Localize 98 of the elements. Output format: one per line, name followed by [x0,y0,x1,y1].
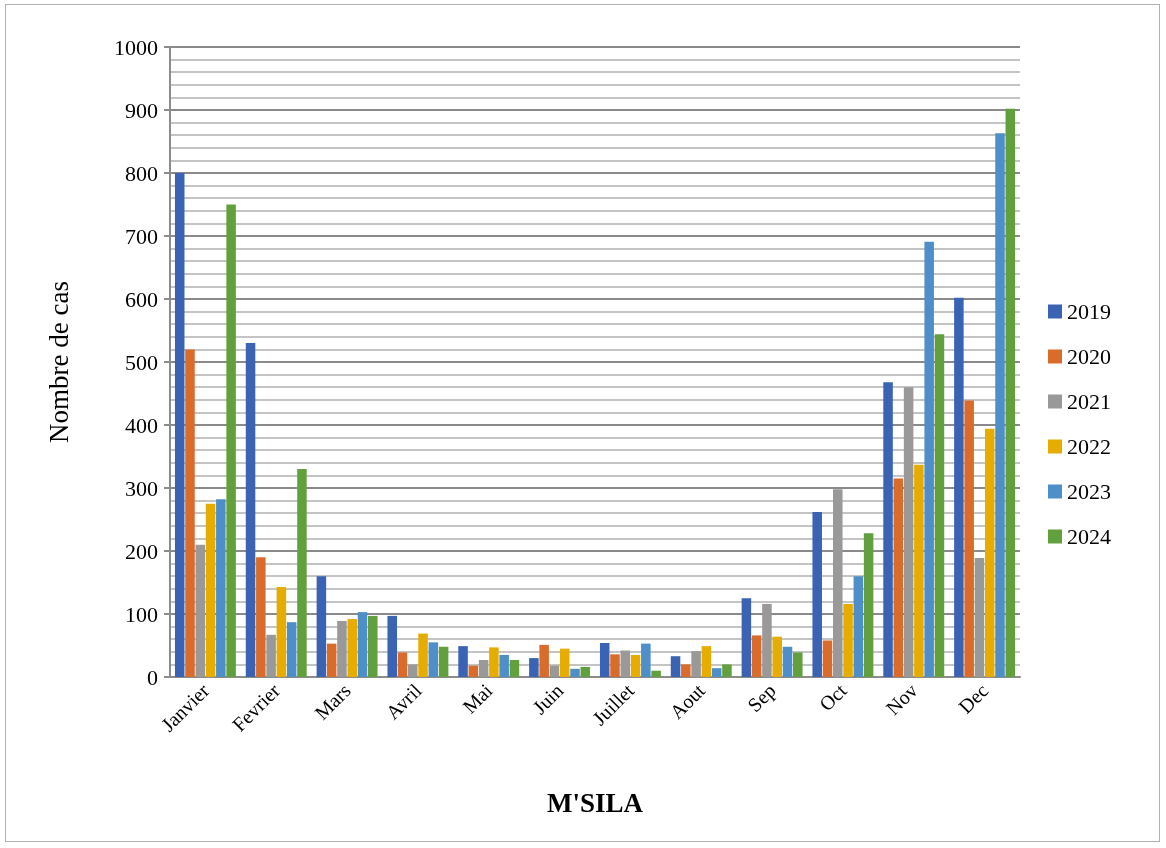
y-tick-label: 200 [125,538,158,564]
bar [995,133,1005,677]
bar [812,511,822,677]
bar [691,651,701,677]
legend-label: 2023 [1067,479,1111,504]
bar [286,622,297,677]
bar [741,598,752,677]
bar [408,664,418,677]
bar [651,670,661,677]
x-axis-title: M'SILA [546,787,644,818]
bar [245,343,256,677]
bar [843,603,853,677]
bar [297,469,307,677]
bar [387,615,397,677]
bar [903,387,914,677]
bar [549,665,560,677]
bar [924,241,934,677]
legend-label: 2020 [1067,344,1111,369]
bar [195,544,206,677]
y-tick-label: 100 [125,601,158,627]
bar [853,576,864,677]
bar [782,646,793,677]
bar [793,652,803,677]
y-tick-label: 0 [147,664,158,690]
bar [256,557,266,677]
bar [205,503,216,677]
x-tick-label: Juin [528,679,568,719]
x-tick-label: Aout [665,678,710,724]
bar [833,489,843,677]
bar [610,654,620,677]
bar [458,646,468,677]
y-tick-label: 500 [125,349,158,375]
bar [711,668,722,677]
bar [1005,108,1016,677]
legend-label: 2019 [1067,299,1111,324]
bar [418,633,428,677]
bar [641,643,651,677]
bar [620,650,631,677]
bar [883,382,893,677]
x-tick-label: Oct [814,678,852,716]
bar [174,173,185,677]
y-tick-label: 700 [125,223,158,249]
y-tick-label: 1000 [114,34,158,60]
bar [670,656,681,677]
x-tick-label: Mai [458,678,497,718]
bar [337,620,347,677]
bar [266,634,276,677]
y-axis-title: Nombre de cas [43,281,74,443]
bar [681,664,691,677]
bar [974,557,985,677]
bar [570,668,580,677]
bar [357,612,368,677]
bar [368,615,378,677]
legend-label: 2022 [1067,434,1111,459]
y-tick-label: 900 [125,97,158,123]
bar [630,654,641,677]
bar [954,297,964,677]
bar [529,658,539,677]
bar [347,619,357,677]
bar [772,636,782,677]
bar [316,576,327,677]
bar [599,642,610,677]
bar [489,647,499,677]
bar [509,659,520,677]
bar [964,400,974,677]
bar [580,666,591,677]
bar [397,652,408,677]
bar [822,640,833,677]
y-tick-label: 800 [125,160,158,186]
bar [428,642,439,677]
bar [478,659,489,677]
bar [326,643,337,677]
bar [499,654,509,677]
x-tick-label: Sep [743,679,781,717]
bar [893,478,904,677]
bar [863,533,874,677]
x-tick-label: Nov [881,679,922,720]
bar [914,464,924,677]
bar [539,644,549,677]
bar [934,334,945,677]
bar [751,635,762,677]
bar [276,586,287,677]
bar [226,204,236,677]
x-tick-label: Dec [954,679,993,718]
bar [762,603,772,677]
bar [185,349,195,677]
bar [722,664,732,677]
bar [216,499,226,677]
bar [701,646,712,677]
y-tick-label: 300 [125,475,158,501]
legend-label: 2024 [1067,524,1111,549]
bar [438,646,449,677]
y-tick-label: 600 [125,286,158,312]
bar [559,648,570,677]
y-tick-label: 400 [125,412,158,438]
bar [468,665,479,677]
legend-label: 2021 [1067,389,1111,414]
bar [984,428,995,677]
